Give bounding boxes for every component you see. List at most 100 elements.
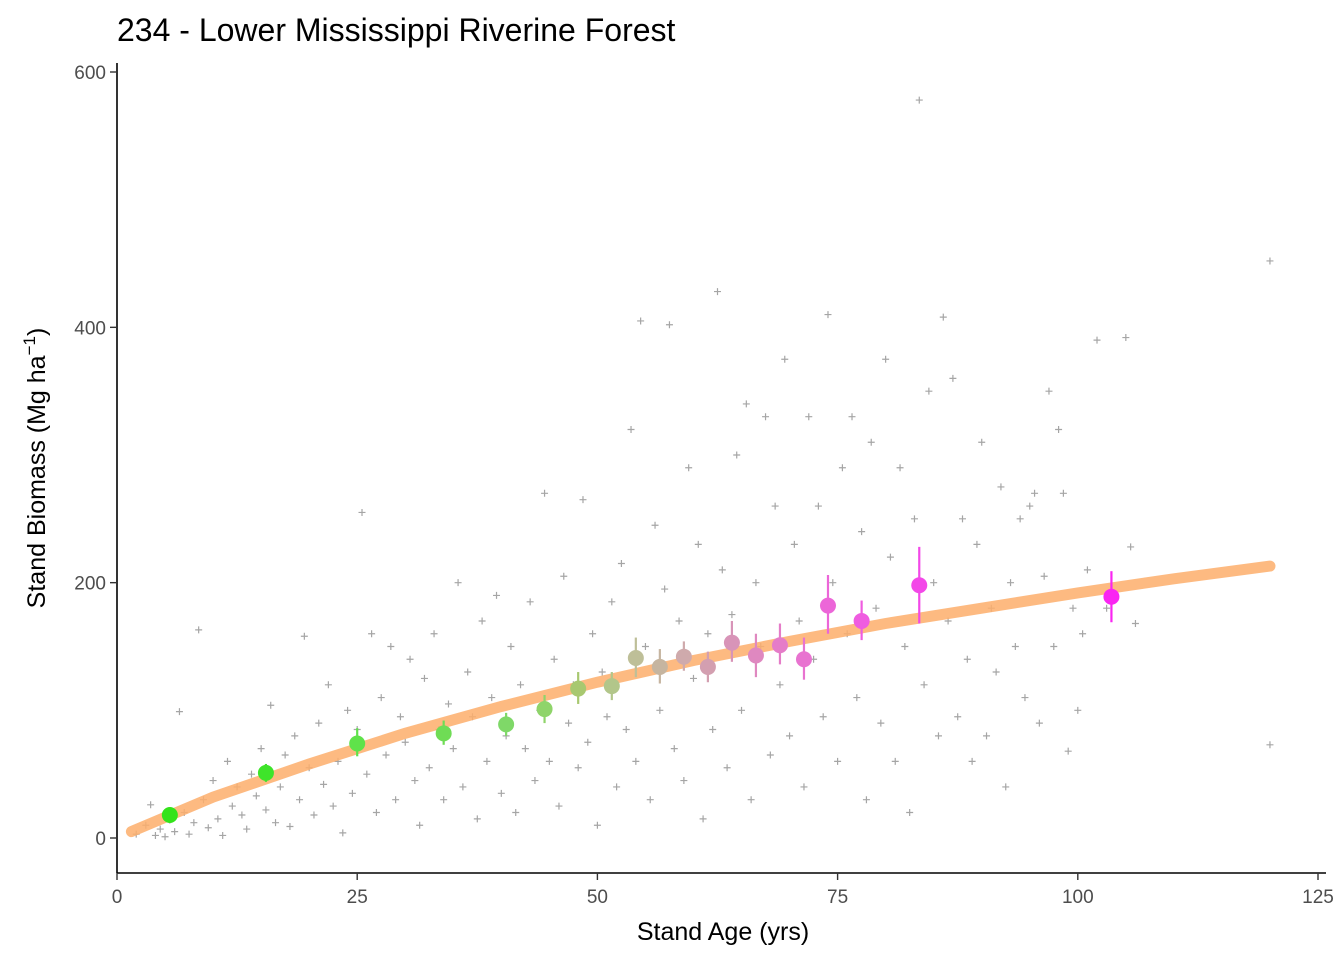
raw-data-point: [627, 425, 635, 433]
raw-data-point: [565, 719, 573, 727]
raw-data-point: [589, 630, 597, 638]
y-axis-title-close: ): [23, 328, 51, 336]
raw-data-point: [978, 438, 986, 446]
raw-data-point: [238, 811, 246, 819]
raw-data-point: [555, 802, 563, 810]
raw-data-point: [574, 764, 582, 772]
raw-data-point: [1064, 747, 1072, 755]
raw-data-point: [344, 706, 352, 714]
raw-data-point: [430, 630, 438, 638]
raw-data-point: [449, 745, 457, 753]
raw-data-point: [1266, 257, 1274, 265]
raw-data-point: [939, 313, 947, 321]
raw-data-point: [704, 630, 712, 638]
mean-point: [819, 597, 836, 614]
raw-data-point: [1045, 387, 1053, 395]
mean-point: [771, 637, 788, 654]
raw-data-point: [584, 738, 592, 746]
raw-data-point: [151, 831, 159, 839]
raw-data-point: [1055, 425, 1063, 433]
raw-data-point: [781, 355, 789, 363]
raw-data-point: [829, 579, 837, 587]
raw-data-point: [694, 540, 702, 548]
raw-data-point: [248, 770, 256, 778]
mean-point: [853, 612, 870, 629]
raw-data-point: [348, 789, 356, 797]
raw-data-point: [834, 757, 842, 765]
raw-data-point: [992, 668, 1000, 676]
mean-point: [651, 658, 668, 675]
raw-data-point: [896, 464, 904, 472]
mean-point: [603, 678, 620, 695]
mean-point: [349, 735, 366, 752]
mean-point: [675, 648, 692, 665]
raw-data-point: [819, 713, 827, 721]
raw-data-point: [267, 701, 275, 709]
raw-data-point: [800, 783, 808, 791]
raw-data-point: [1035, 719, 1043, 727]
raw-data-point: [243, 825, 251, 833]
raw-data-point: [425, 764, 433, 772]
raw-data-point: [387, 643, 395, 650]
raw-data-point: [983, 732, 991, 740]
raw-data-point: [517, 681, 525, 689]
raw-data-point: [949, 374, 957, 382]
raw-data-point: [637, 317, 645, 325]
raw-data-point: [665, 321, 673, 329]
raw-data-point: [963, 655, 971, 663]
fitted-curve: [125, 560, 1276, 838]
raw-data-point: [1093, 336, 1101, 344]
raw-data-point: [608, 598, 616, 606]
raw-data-point: [276, 783, 284, 791]
raw-data-point: [204, 824, 212, 832]
raw-data-point: [910, 515, 918, 523]
raw-data-point: [699, 815, 707, 823]
raw-data-point: [709, 725, 717, 733]
raw-data-point: [680, 777, 688, 785]
raw-data-point: [925, 387, 933, 395]
raw-data-point: [392, 796, 400, 804]
raw-data-point: [915, 96, 923, 104]
raw-data-point: [738, 706, 746, 714]
mean-point: [435, 725, 452, 742]
raw-data-point: [714, 288, 721, 296]
raw-data-point: [661, 585, 669, 593]
raw-data-point: [920, 681, 928, 689]
raw-data-point: [786, 732, 794, 740]
raw-data-point: [853, 694, 861, 702]
raw-data-point: [156, 825, 164, 833]
raw-data-point: [617, 560, 625, 568]
raw-data-point: [550, 655, 558, 663]
raw-data-point: [223, 757, 231, 765]
raw-data-point: [613, 783, 621, 791]
raw-data-point: [1031, 489, 1039, 497]
raw-data-point: [959, 515, 967, 523]
raw-data-point: [454, 579, 462, 587]
raw-data-point: [363, 770, 371, 778]
raw-data-point: [382, 751, 390, 759]
raw-data-point: [723, 764, 731, 772]
raw-data-point: [473, 815, 481, 823]
raw-data-point: [1007, 579, 1015, 587]
raw-data-point: [416, 821, 424, 829]
raw-data-point: [776, 681, 784, 689]
raw-data-point: [459, 783, 467, 791]
raw-data-point: [973, 540, 981, 548]
raw-data-point: [512, 808, 520, 816]
raw-data-point: [329, 802, 337, 810]
raw-data-point: [272, 819, 280, 827]
raw-data-point: [526, 598, 534, 606]
raw-data-point: [464, 668, 472, 676]
raw-data-point: [742, 400, 750, 408]
raw-data-point: [531, 777, 539, 785]
raw-data-point: [1002, 783, 1010, 791]
raw-data-point: [733, 451, 741, 459]
raw-data-point: [656, 706, 664, 714]
raw-data-point: [771, 502, 779, 510]
raw-data-point: [954, 713, 962, 721]
raw-data-point: [368, 630, 376, 638]
raw-data-point: [257, 745, 265, 753]
raw-data-point: [1059, 489, 1067, 497]
raw-data-point: [651, 521, 659, 529]
raw-data-point: [195, 626, 203, 634]
